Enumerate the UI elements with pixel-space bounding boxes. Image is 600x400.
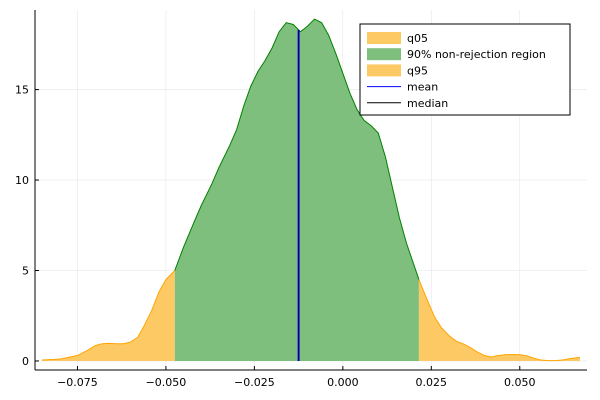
legend-swatch — [367, 64, 401, 77]
non-rejection-region-area — [174, 19, 419, 361]
q95-area-outline — [418, 279, 580, 362]
x-tick-label: −0.050 — [146, 376, 187, 389]
legend-label: q95 — [407, 64, 428, 77]
y-axis-ticks: 0 5 10 15 — [15, 84, 39, 368]
y-tick-label: 5 — [22, 265, 29, 278]
x-tick-label: 0.025 — [416, 376, 448, 389]
legend-label: q05 — [407, 32, 428, 45]
y-tick-label: 0 — [22, 355, 29, 368]
x-tick-label: −0.075 — [57, 376, 98, 389]
y-tick-label: 15 — [15, 84, 29, 97]
x-axis-ticks: −0.075 −0.050 −0.025 0.000 0.025 0.050 — [57, 366, 536, 389]
q05-area-outline — [42, 270, 176, 361]
x-tick-label: 0.000 — [327, 376, 359, 389]
q95-area — [418, 279, 580, 361]
legend-swatch — [367, 32, 401, 44]
legend-label: 90% non-rejection region — [407, 48, 546, 61]
y-tick-label: 10 — [15, 174, 29, 187]
x-tick-label: −0.025 — [234, 376, 275, 389]
plot-areas — [42, 18, 580, 362]
x-tick-label: 0.050 — [504, 376, 536, 389]
legend-swatch — [367, 48, 401, 61]
legend-label: mean — [407, 81, 438, 94]
legend: q05 90% non-rejection region q95 mean median — [359, 23, 571, 116]
non-rejection-region-area-outline — [174, 18, 420, 280]
axes — [34, 10, 587, 371]
legend-label: median — [407, 97, 448, 110]
q05-area — [42, 270, 175, 361]
